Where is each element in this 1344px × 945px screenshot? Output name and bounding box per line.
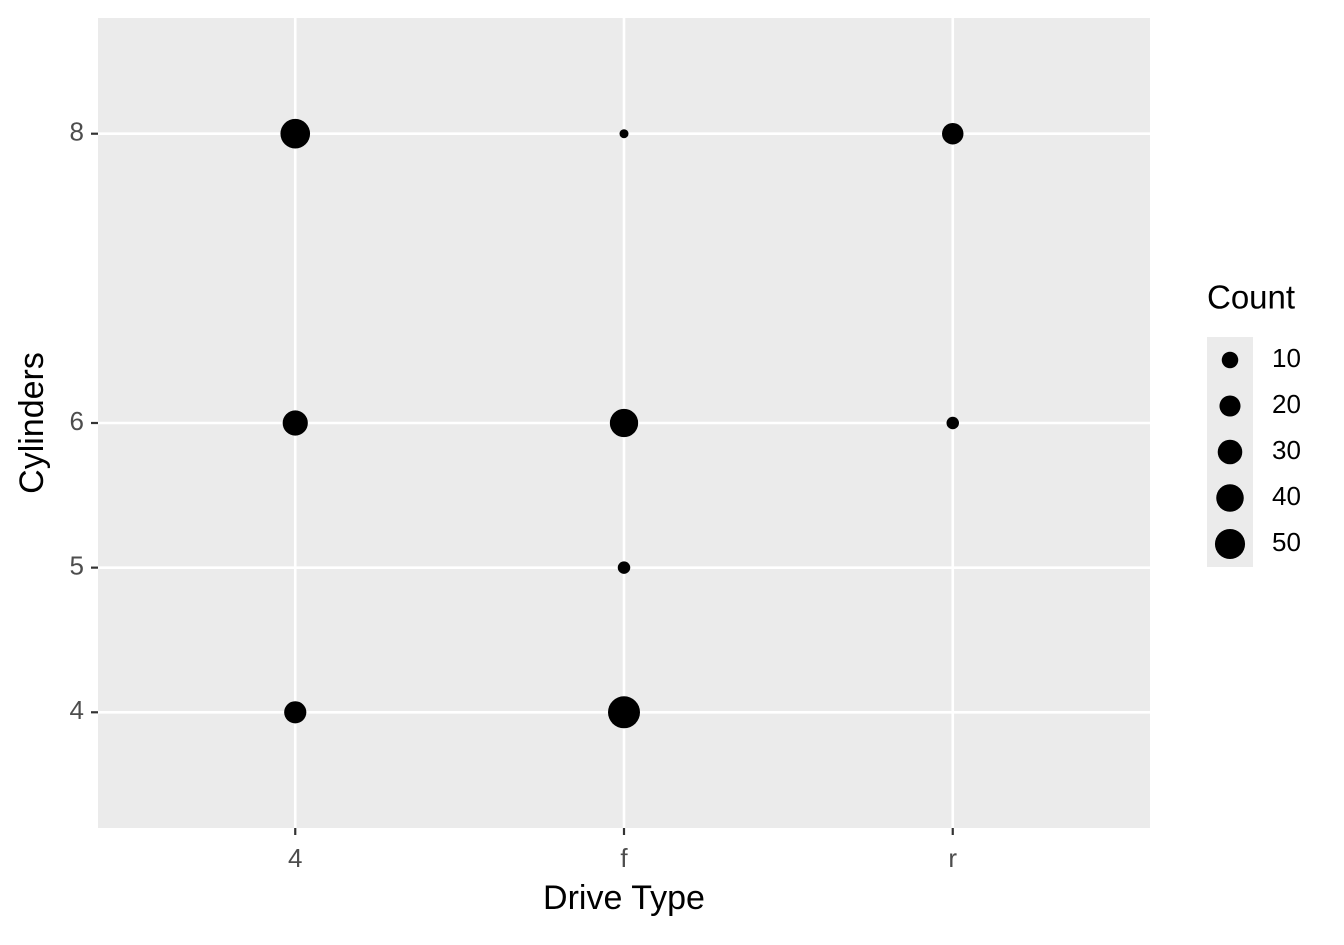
point	[942, 122, 964, 145]
y-tick-label: 5	[70, 551, 84, 581]
x-axis-label: Drive Type	[543, 879, 705, 917]
point	[617, 561, 631, 574]
legend-label: 40	[1272, 481, 1301, 511]
y-tick-label: 4	[70, 695, 84, 725]
y-axis-label: Cylinders	[13, 352, 51, 494]
x-tick-label: r	[948, 843, 957, 873]
y-tick-label: 8	[70, 117, 84, 147]
x-tick-label: f	[620, 843, 628, 873]
legend-key	[1216, 484, 1244, 512]
legend-key	[1221, 351, 1239, 369]
point	[280, 118, 311, 149]
legend-label: 20	[1272, 389, 1301, 419]
x-tick-label: 4	[288, 843, 302, 873]
legend-key	[1214, 528, 1246, 560]
legend-key	[1217, 439, 1243, 465]
legend-label: 50	[1272, 527, 1301, 557]
point	[282, 410, 308, 436]
point	[608, 696, 640, 729]
point	[946, 416, 959, 430]
legend-title: Count	[1207, 279, 1295, 316]
legend-key	[1219, 395, 1241, 417]
point	[609, 408, 639, 438]
y-tick-label: 6	[70, 406, 84, 436]
point	[284, 701, 307, 724]
point	[619, 129, 629, 139]
legend-label: 10	[1272, 343, 1301, 373]
legend-label: 30	[1272, 435, 1301, 465]
